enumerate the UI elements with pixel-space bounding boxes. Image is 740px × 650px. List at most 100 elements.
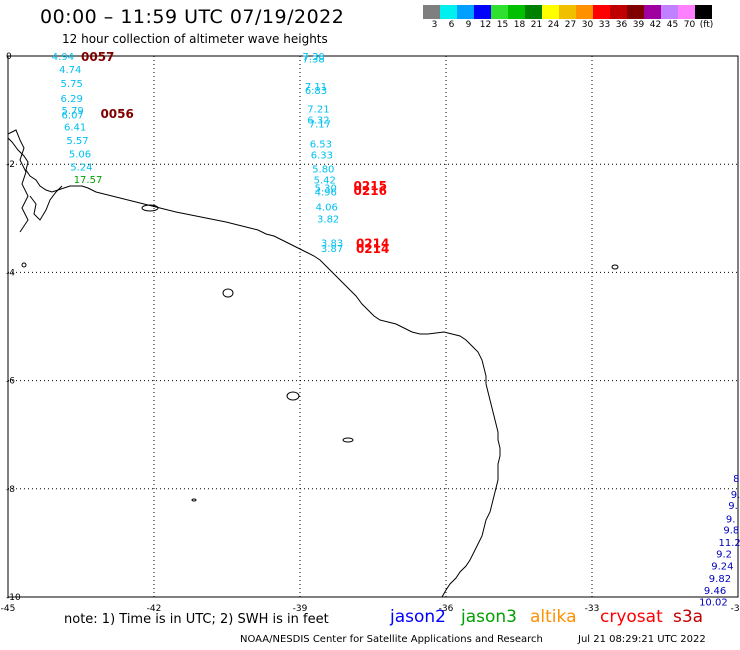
legend-label: 39 (632, 20, 645, 30)
wave-height-label: 6.83 (305, 86, 327, 97)
pass-time-label: 0216 (354, 184, 387, 198)
legend-swatch (627, 5, 644, 19)
legend-swatch (491, 5, 508, 19)
satellite-cryosat: cryosat (600, 607, 663, 627)
note-text: note: 1) Time is in UTC; 2) SWH is in fe… (64, 612, 329, 627)
legend-swatch (542, 5, 559, 19)
wave-height-label: 7.38 (302, 55, 324, 66)
wave-height-label: 3.87 (321, 244, 343, 255)
map-frame (7, 55, 739, 598)
legend-label: 70 (683, 20, 696, 30)
legend-label: 18 (513, 20, 526, 30)
legend-swatch (661, 5, 678, 19)
wave-height-label: 6.33 (311, 150, 333, 161)
wave-height-label: 4.96 (315, 187, 337, 198)
legend-swatch (576, 5, 593, 19)
wave-height-label: 5.79 (62, 106, 84, 117)
island (611, 264, 619, 270)
wave-height-label: 6.29 (61, 94, 83, 105)
legend-swatch (593, 5, 610, 19)
wave-height-label: 5.06 (69, 149, 91, 160)
legend-label: 9 (465, 20, 472, 30)
legend-label: 27 (564, 20, 577, 30)
x-tick-label: -45 (1, 604, 16, 614)
y-tick-label: -2 (6, 160, 15, 170)
wave-height-color-legend (423, 5, 712, 19)
island (222, 288, 234, 298)
legend-swatch (423, 5, 440, 19)
wave-height-label: 7.11 (305, 82, 327, 93)
map-subtitle: 12 hour collection of altimeter wave hei… (62, 32, 328, 46)
legend-label: 12 (479, 20, 492, 30)
island (342, 437, 354, 443)
wave-height-label: 4.74 (59, 65, 81, 76)
generated-timestamp: Jul 21 08:29:21 UTC 2022 (578, 634, 706, 645)
y-tick-label: -4 (6, 268, 15, 278)
wave-height-label: 6.07 (62, 110, 84, 121)
wave-height-label: 9.2 (716, 550, 732, 561)
wave-height-label: 5.24 (70, 162, 92, 173)
legend-label: 15 (496, 20, 509, 30)
island (286, 391, 300, 401)
legend-label: 33 (598, 20, 611, 30)
satellite-jason2: jason2 (390, 607, 446, 627)
wave-height-label: 4.06 (316, 202, 338, 213)
wave-height-label: 10.02 (699, 597, 728, 608)
wave-height-label: 5.30 (315, 183, 337, 194)
pass-time-label: 0214 (356, 242, 389, 256)
legend-swatch (457, 5, 474, 19)
y-tick-label: -10 (6, 593, 21, 603)
satellite-s3a: s3a (673, 607, 704, 627)
wave-height-label: 5.57 (66, 136, 88, 147)
legend-swatch (695, 5, 712, 19)
wave-height-label: 5.75 (61, 79, 83, 90)
x-tick-label: -36 (439, 604, 454, 614)
wave-height-label: 9.46 (704, 586, 726, 597)
legend-label: 30 (581, 20, 594, 30)
satellite-altika: altika (530, 607, 577, 627)
legend-label: 24 (547, 20, 560, 30)
legend-swatch (644, 5, 661, 19)
y-tick-label: 0 (6, 52, 12, 62)
wave-height-label: 7.30 (302, 52, 324, 63)
wave-height-label: 8 (733, 474, 739, 485)
wave-height-label: 9.82 (709, 574, 731, 585)
legend-swatch (440, 5, 457, 19)
pass-time-label: 0215 (354, 179, 387, 193)
wave-height-label: 17.57 (74, 175, 103, 186)
pass-time-label: 0056 (100, 107, 133, 121)
estuary-outline (7, 129, 29, 233)
wave-height-label: 3.82 (317, 214, 339, 225)
wave-height-label: 11.2 (719, 538, 740, 549)
legend-label: 42 (649, 20, 662, 30)
legend-label: 36 (615, 20, 628, 30)
legend-label: 21 (530, 20, 543, 30)
wave-height-label: 6.53 (310, 140, 332, 151)
legend-label: (ft) (699, 20, 714, 30)
legend-label: 45 (666, 20, 679, 30)
x-tick-label: -42 (147, 604, 162, 614)
x-tick-label: -39 (293, 604, 308, 614)
wave-height-label: 6.32 (307, 115, 329, 126)
legend-swatch (474, 5, 491, 19)
wave-height-label: 4.94 (52, 52, 74, 63)
wave-height-label: 7.17 (309, 120, 331, 131)
map-title: 00:00 – 11:59 UTC 07/19/2022 (40, 6, 345, 28)
legend-swatch (678, 5, 695, 19)
pass-time-label: 0214 (356, 237, 389, 251)
wave-height-label: 9.8 (723, 525, 739, 536)
legend-label: 3 (431, 20, 438, 30)
wave-height-label: 5.80 (312, 165, 334, 176)
y-tick-label: -6 (6, 377, 15, 387)
wave-height-label: 9. (731, 490, 740, 501)
island (21, 262, 27, 268)
x-tick-label: -33 (585, 604, 600, 614)
wave-height-label: 6.41 (64, 122, 86, 133)
pass-time-label: 0057 (81, 50, 114, 64)
wave-height-label: 7.21 (307, 104, 329, 115)
wave-height-label: 9. (728, 501, 738, 512)
wave-height-label: 9. (726, 515, 736, 526)
satellite-jason3: jason3 (461, 607, 517, 627)
